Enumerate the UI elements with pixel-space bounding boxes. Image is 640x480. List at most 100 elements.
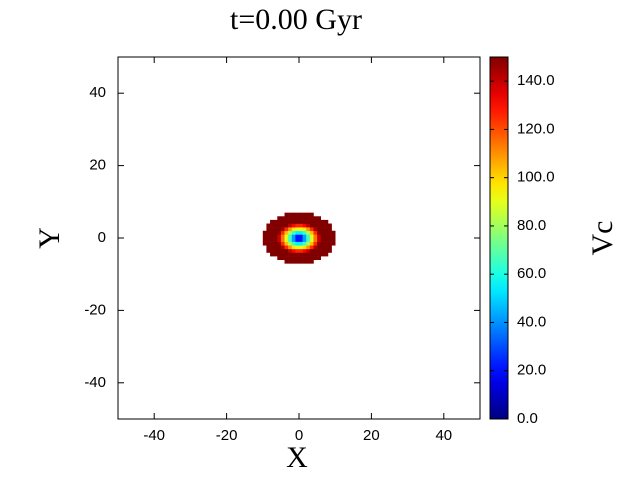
heatmap-cell (309, 216, 314, 221)
heatmap-cell (280, 238, 285, 242)
x-tick-label: 40 (435, 427, 452, 444)
heatmap-cell (317, 252, 322, 257)
heatmap-cell (324, 234, 329, 239)
heatmap-cell (313, 256, 318, 261)
heatmap-cell (309, 256, 314, 261)
heatmap-cell (327, 223, 332, 228)
heatmap-cell (291, 219, 296, 224)
heatmap-cell (317, 234, 322, 239)
heatmap-cell (299, 248, 303, 253)
heatmap-cell (288, 245, 293, 250)
heatmap-cell (284, 227, 289, 232)
heatmap-cell (306, 234, 311, 239)
heatmap-cell (299, 219, 303, 224)
heatmap-cell (280, 230, 285, 235)
y-tick-label: -20 (84, 301, 106, 318)
heatmap-cell (273, 248, 278, 253)
heatmap-cell (284, 219, 289, 224)
heatmap-cell (309, 238, 314, 242)
colorbar-tick-label: 120.0 (517, 120, 555, 137)
heatmap-cell (277, 227, 282, 232)
heatmap-cell (331, 234, 336, 239)
heatmap-cell (309, 227, 314, 232)
heatmap-cell (262, 230, 267, 235)
heatmap-cell (331, 241, 336, 246)
heatmap-cell (317, 223, 322, 228)
heatmap-cell (320, 230, 325, 235)
heatmap-cell (273, 234, 278, 239)
heatmap-cell (327, 248, 332, 253)
heatmap-cell (302, 223, 307, 228)
heatmap-cell (317, 256, 322, 261)
y-tick-label: 40 (89, 84, 106, 101)
heatmap-cell (327, 241, 332, 246)
heatmap-cell (313, 216, 318, 221)
heatmap-cell (302, 245, 307, 250)
heatmap-cell (280, 227, 285, 232)
heatmap-cell (302, 259, 307, 264)
heatmap-cell (280, 245, 285, 250)
heatmap-cell (284, 216, 289, 221)
heatmap-cell (288, 248, 293, 253)
heatmap-cell (262, 241, 267, 246)
heatmap-cell (320, 252, 325, 257)
heatmap-cell (277, 248, 282, 253)
heatmap-cell (270, 245, 274, 250)
heatmap-cell (266, 248, 271, 253)
x-axis-label: X (286, 441, 308, 474)
heatmap-cell (302, 252, 307, 257)
heatmap-cell (317, 238, 322, 242)
heatmap-cell (288, 227, 293, 232)
heatmap-cell (302, 256, 307, 261)
heatmap-cell (309, 248, 314, 253)
heatmap-cell (324, 230, 329, 235)
heatmap-cell (320, 248, 325, 253)
heatmap-cell (288, 241, 293, 246)
heatmap-cell (320, 219, 325, 224)
heatmap-cell (306, 252, 311, 257)
heatmap-cell (299, 227, 303, 232)
colorbar-tick-label: 140.0 (517, 72, 555, 89)
heatmap-cell (277, 256, 282, 261)
heatmap-cell (306, 230, 311, 235)
heatmap-cell (273, 252, 278, 257)
heatmap-cell (280, 252, 285, 257)
heatmap-cell (295, 230, 300, 235)
heatmap-cell (280, 216, 285, 221)
heatmap-cell (266, 227, 271, 232)
heatmap-cell (277, 216, 282, 221)
heatmap-cell (262, 234, 267, 239)
heatmap-cell (273, 241, 278, 246)
heatmap-cell (295, 256, 300, 261)
heatmap-cell (270, 223, 274, 228)
heatmap-cell (299, 256, 303, 261)
heatmap-cell (295, 223, 300, 228)
heatmap-cell (309, 259, 314, 264)
heatmap-cell (280, 223, 285, 228)
heatmap-cell (324, 241, 329, 246)
chart-title: t=0.00 Gyr (230, 3, 362, 36)
heatmap-cell (302, 216, 307, 221)
heatmap-cell (277, 219, 282, 224)
y-axis-label: Y (33, 227, 66, 249)
heatmap-cell (324, 238, 329, 242)
heatmap-cell (284, 248, 289, 253)
heatmap-cell (309, 234, 314, 239)
heatmap-cell (273, 245, 278, 250)
heatmap-cell (306, 259, 311, 264)
heatmap-cell (295, 216, 300, 221)
heatmap-cell (284, 252, 289, 257)
heatmap-cell (309, 252, 314, 257)
heatmap-cell (273, 238, 278, 242)
heatmap-cell (313, 245, 318, 250)
heatmap-cell (277, 223, 282, 228)
x-tick-label: 0 (295, 427, 303, 444)
heatmap-cell (299, 241, 303, 246)
heatmap-cell (277, 230, 282, 235)
heatmap-cell (295, 234, 300, 239)
heatmap-cell (295, 248, 300, 253)
heatmap-cell (313, 219, 318, 224)
heatmap-cell (270, 248, 274, 253)
heatmap-cell (266, 241, 271, 246)
heatmap-cell (295, 245, 300, 250)
